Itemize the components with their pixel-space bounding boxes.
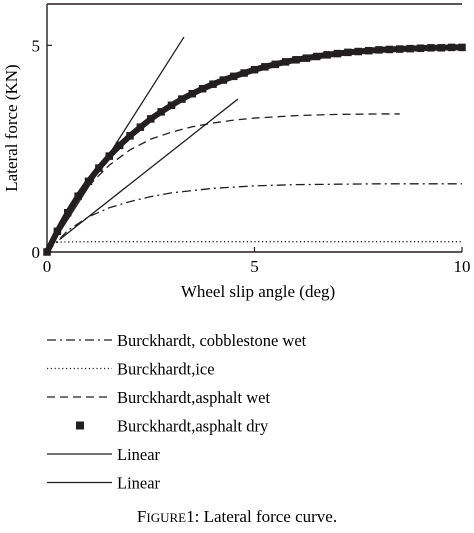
x-axis-label: Wheel slip angle (deg)	[181, 282, 335, 301]
ticks-layer: 0 5 10 0 5	[32, 36, 471, 276]
legend-label: Linear	[117, 445, 161, 464]
series-linear-4-line	[46, 36, 185, 253]
series-burckhardt-asphalt-dry	[43, 43, 466, 256]
x-tick-label: 5	[250, 257, 259, 276]
series-burckhardt-asphalt-wet-2-line	[46, 113, 400, 253]
y-axis-label: Lateral force (KN)	[2, 64, 21, 191]
legend-label: Burckhardt, cobblestone wet	[117, 331, 307, 350]
legend-item: Burckhardt,asphalt wet	[47, 388, 270, 407]
caption-prefix-first: F	[137, 507, 146, 526]
legend-item: Linear	[47, 474, 161, 493]
caption-text: Lateral force curve.	[204, 507, 338, 526]
figure-caption: FIGURE1: Lateral force curve.	[137, 507, 337, 526]
series-layer	[43, 36, 466, 256]
series-burckhardt-cobblestone-wet-0-line	[46, 183, 462, 253]
legend-item: Burckhardt, cobblestone wet	[47, 331, 307, 350]
legend-label: Linear	[117, 474, 161, 493]
x-tick-label: 10	[454, 257, 471, 276]
legend-marker	[76, 421, 84, 430]
legend-item: Burckhardt,asphalt dry	[76, 417, 269, 436]
y-tick-label: 5	[32, 36, 41, 55]
legend: Burckhardt, cobblestone wet Burckhardt,ic…	[47, 331, 307, 493]
caption-number: 1:	[186, 507, 199, 526]
caption-prefix-rest: IGURE	[146, 510, 186, 525]
legend-label: Burckhardt,ice	[117, 360, 215, 379]
legend-item: Linear	[47, 445, 161, 464]
series-band	[44, 44, 462, 254]
y-tick-label: 0	[32, 243, 41, 262]
x-tick-label: 0	[43, 257, 52, 276]
series-linear-5-line	[59, 98, 239, 241]
plot-frame	[46, 3, 462, 253]
legend-item: Burckhardt,ice	[47, 360, 215, 379]
legend-label: Burckhardt,asphalt wet	[117, 388, 270, 407]
legend-label: Burckhardt,asphalt dry	[117, 417, 269, 436]
